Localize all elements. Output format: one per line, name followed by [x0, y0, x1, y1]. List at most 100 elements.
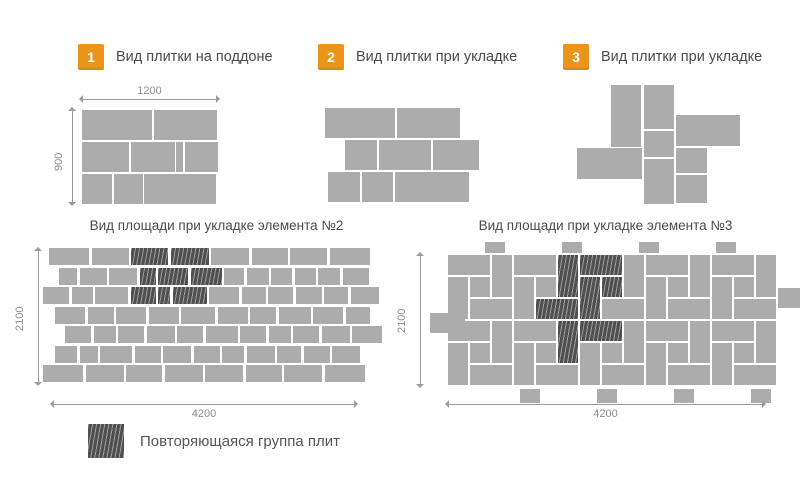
area3-width-dim-line — [445, 400, 766, 408]
tile — [492, 255, 512, 297]
tile — [79, 267, 107, 285]
tile — [362, 172, 393, 202]
dim-arrow — [216, 95, 224, 103]
tile — [676, 115, 740, 146]
tile — [181, 306, 215, 324]
tile — [164, 365, 203, 382]
tile — [778, 288, 800, 308]
tile — [514, 255, 556, 275]
tile — [712, 321, 754, 341]
tile — [514, 343, 534, 385]
tile — [293, 326, 319, 343]
tile — [639, 242, 659, 253]
dim-arrow — [416, 384, 424, 392]
tile — [674, 389, 694, 403]
area3-title: Вид площади при укладке элемента №3 — [478, 218, 733, 233]
area2-height-dim-line — [34, 247, 42, 386]
area3-height-dim-label: 2100 — [396, 308, 408, 333]
tile — [55, 306, 85, 324]
tile — [646, 277, 666, 319]
dim-arrow — [441, 400, 449, 408]
repeat-group-tile — [172, 287, 207, 304]
tile — [690, 321, 710, 363]
tile — [668, 343, 688, 363]
tile — [448, 343, 468, 385]
tile — [271, 267, 292, 285]
tile — [624, 255, 644, 297]
tile — [91, 248, 129, 265]
repeat-group-tile — [130, 287, 156, 304]
tile — [602, 365, 644, 385]
tile — [184, 142, 218, 172]
tile — [342, 267, 369, 285]
tile — [716, 242, 736, 253]
tile — [224, 267, 244, 285]
tile — [646, 321, 688, 341]
dim-arrow — [34, 382, 42, 390]
tile — [163, 345, 191, 363]
pallet-diagram — [82, 110, 218, 205]
tile — [303, 345, 330, 363]
tile — [712, 255, 754, 275]
tile — [82, 110, 152, 140]
tile — [577, 148, 642, 179]
step-badge-1: 1 — [78, 44, 104, 70]
tile — [246, 267, 269, 285]
tile — [246, 345, 275, 363]
tile — [734, 343, 754, 363]
tile — [116, 306, 146, 324]
tile — [251, 248, 288, 265]
tile — [352, 326, 382, 343]
tile — [332, 345, 360, 363]
dim-arrow — [34, 243, 42, 251]
repeat-group-tile — [558, 321, 578, 363]
tile — [134, 345, 161, 363]
repeat-group-tile — [580, 255, 622, 275]
legend-label: Повторяющаяся группа плит — [140, 432, 340, 450]
header-1: 1 Вид плитки на поддоне — [78, 44, 273, 70]
tile — [130, 142, 175, 172]
pallet-width-dim-line — [79, 95, 220, 103]
tile — [644, 85, 674, 129]
tile — [49, 248, 89, 265]
tile — [118, 326, 144, 343]
tile — [562, 242, 582, 253]
dim-arrow — [354, 400, 362, 408]
repeat-group-tile — [536, 299, 578, 319]
tile — [536, 343, 556, 363]
tile — [87, 306, 114, 324]
tile — [580, 343, 600, 385]
area-diagram-element-3 — [430, 242, 800, 403]
tile — [43, 365, 83, 382]
repeat-group-tile — [139, 267, 156, 285]
repeat-group-tile — [580, 277, 600, 319]
tile — [536, 277, 556, 297]
tile — [350, 287, 379, 304]
tile — [668, 299, 710, 319]
repeat-group-tile — [580, 321, 622, 341]
repeat-group-tile — [170, 248, 209, 265]
dim-arrow — [46, 400, 54, 408]
dim-arrow — [68, 202, 76, 210]
tile — [284, 365, 322, 382]
dim-arrow — [762, 400, 770, 408]
tile — [325, 108, 395, 138]
header-2: 2 Вид плитки при укладке — [318, 44, 517, 70]
tile — [295, 287, 322, 304]
tile — [290, 248, 327, 265]
repeat-group-tile — [158, 287, 170, 304]
tile — [712, 343, 732, 385]
tile — [470, 365, 512, 385]
tile — [734, 299, 776, 319]
tile — [712, 277, 732, 319]
tile — [644, 131, 674, 157]
tile — [624, 321, 644, 363]
tile — [205, 326, 238, 343]
tile — [146, 326, 175, 343]
tile — [520, 389, 540, 403]
tile — [676, 148, 707, 173]
header-2-label: Вид плитки при укладке — [356, 49, 518, 65]
area3-width-dim-label: 4200 — [593, 408, 618, 420]
step-badge-2: 2 — [318, 44, 344, 70]
tile — [250, 306, 276, 324]
